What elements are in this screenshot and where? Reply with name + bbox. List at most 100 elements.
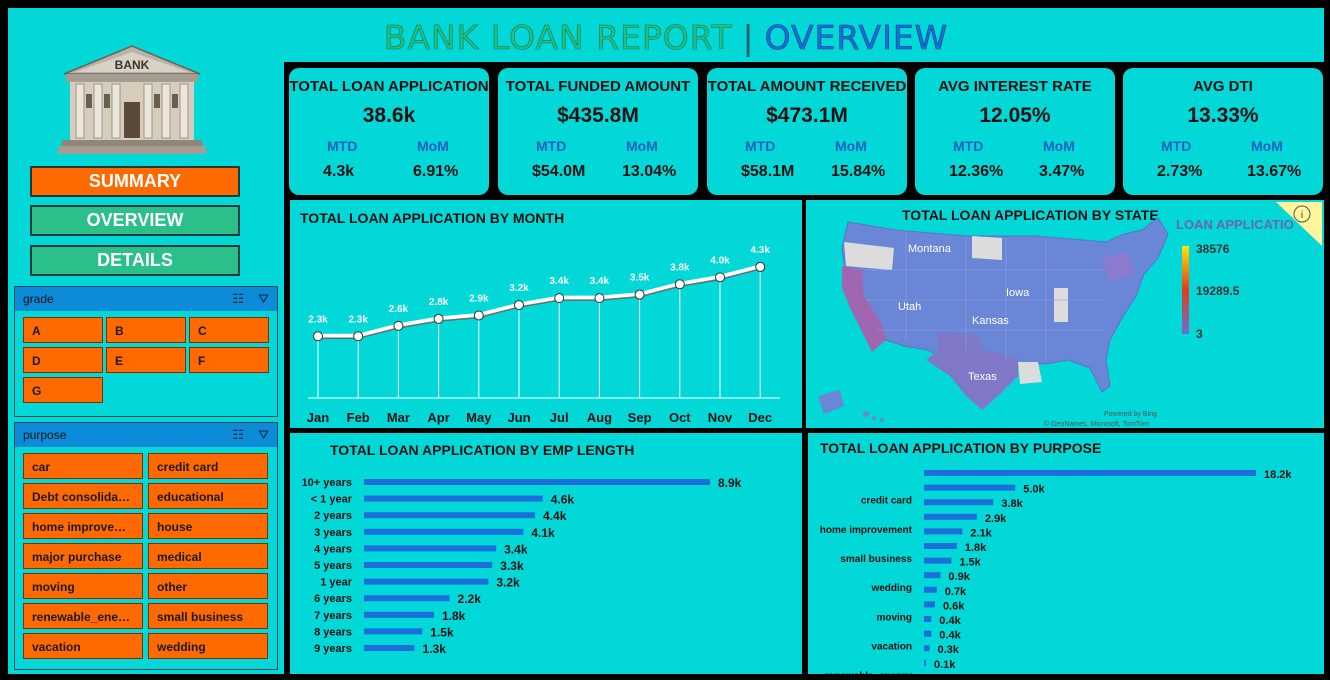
category-label: wedding — [870, 583, 912, 594]
kpi-mom-label: MoM — [417, 138, 449, 154]
purpose-chip[interactable]: credit card — [148, 453, 268, 479]
purpose-chip[interactable]: vacation — [23, 633, 143, 659]
data-label: 3.4k — [549, 276, 569, 287]
purpose-chip[interactable]: medical — [148, 543, 268, 569]
emp-length-bar-chart: 10+ years 8.9k < 1 year 4.6k 2 years 4.4k 3 ye… — [302, 476, 742, 656]
info-icon — [1293, 205, 1311, 223]
bar-value-label: 3.3k — [500, 559, 524, 573]
bar — [364, 645, 415, 651]
data-point — [634, 289, 645, 300]
grade-chip-b[interactable]: B — [106, 317, 186, 343]
kpi-value: 38.6k — [362, 104, 416, 127]
category-label: credit card — [861, 496, 912, 507]
bar — [364, 578, 489, 585]
month-tick-label: Feb — [347, 410, 370, 425]
grade-chip-e[interactable]: E — [106, 347, 186, 373]
title-separator: | — [742, 18, 755, 57]
data-point — [393, 320, 404, 331]
clear-filter-icon[interactable]: ⛛ — [258, 427, 269, 442]
month-tick-label: Jan — [307, 410, 329, 425]
map-credit: © GeoNames, Microsoft, TomTom — [1044, 420, 1149, 428]
clear-filter-icon[interactable]: ⛛ — [258, 291, 269, 306]
summary-button[interactable]: SUMMARY — [30, 166, 240, 197]
data-point — [433, 313, 444, 324]
bar-value-label: 3.4k — [504, 542, 528, 556]
kpi-card: TOTAL FUNDED AMOUNT $435.8M MTD MoM $54.0M 13… — [498, 68, 698, 195]
purpose-chip[interactable]: educational — [148, 483, 268, 509]
state-map-title: TOTAL LOAN APPLICATION BY STATE — [902, 207, 1159, 223]
bar-value-label: 1.5k — [959, 557, 981, 569]
usa-map: Montana Utah Iowa Kansas Texas LOAN APPL… — [818, 202, 1322, 428]
month-tick-label: Jun — [507, 410, 530, 425]
kpi-value: 13.33% — [1187, 104, 1259, 127]
kpi-mtd-label: MTD — [745, 138, 776, 154]
kpi-card: AVG INTEREST RATE 12.05% MTD MoM 12.36% 3.47% — [915, 68, 1115, 195]
data-point — [594, 293, 605, 304]
purpose-slicer: purpose ☷ ⛛ car credit card Debt consolida… — [14, 422, 278, 670]
kpi-mtd-label: MTD — [953, 138, 984, 154]
kpi-title: AVG DTI — [1193, 78, 1253, 95]
purpose-bar-chart: 18.2k credit card 5.0k3.8k home improvement… — [820, 469, 1293, 674]
category-label: vacation — [871, 642, 912, 653]
data-label: 4.3k — [750, 245, 770, 256]
data-point — [353, 331, 364, 342]
kpi-mom-value: 15.84% — [831, 163, 886, 180]
map-label-utah: Utah — [898, 301, 921, 313]
bar — [364, 495, 543, 502]
data-point — [755, 261, 766, 272]
sidebar: BANK SUMMARY OVERVIEW DETAILS grade ☷ ⛛ — [8, 45, 284, 674]
purpose-chip[interactable]: small business — [148, 603, 268, 629]
map-label-montana: Montana — [908, 243, 952, 255]
purpose-chip[interactable]: moving — [23, 573, 143, 599]
purpose-chip[interactable]: renewable_energy — [23, 603, 143, 629]
purpose-chip[interactable]: other — [148, 573, 268, 599]
kpi-mtd-value: 2.73% — [1157, 163, 1203, 180]
purpose-chip[interactable]: Debt consolidati... — [23, 483, 143, 509]
category-label: moving — [876, 612, 912, 623]
usa-mainland — [841, 217, 1169, 395]
map-label-texas: Texas — [968, 371, 997, 383]
overview-button[interactable]: OVERVIEW — [30, 205, 240, 236]
map-label-iowa: Iowa — [1006, 287, 1030, 299]
multi-select-icon[interactable]: ☷ — [232, 427, 245, 442]
data-label: 2.3k — [308, 314, 328, 325]
data-point — [674, 279, 685, 290]
kpi-title: TOTAL AMOUNT RECEIVED — [707, 78, 907, 95]
month-tick-label: May — [466, 410, 492, 425]
purpose-chip[interactable]: house — [148, 513, 268, 539]
data-label: 3.8k — [670, 262, 690, 273]
details-button[interactable]: DETAILS — [30, 245, 240, 276]
map-legend-min: 3 — [1196, 327, 1203, 341]
month-tick-label: Dec — [748, 410, 772, 425]
purpose-chip[interactable]: major purchase — [23, 543, 143, 569]
kpi-value: 12.05% — [979, 104, 1051, 127]
month-tick-label: Jul — [550, 410, 569, 425]
month-tick-label: Nov — [708, 410, 733, 425]
bar-value-label: 0.7k — [945, 586, 967, 598]
data-label: 3.5k — [630, 273, 650, 284]
grade-chip-d[interactable]: D — [23, 347, 103, 373]
bar — [364, 545, 497, 552]
category-label: 10+ years — [302, 477, 352, 489]
purpose-chip[interactable]: wedding — [148, 633, 268, 659]
data-label: 2.6k — [389, 304, 409, 315]
purpose-chip[interactable]: home improveme... — [23, 513, 143, 539]
multi-select-icon[interactable]: ☷ — [232, 291, 245, 306]
state-map-panel: TOTAL LOAN APPLICATION BY STATE — [806, 200, 1324, 428]
purpose-chip[interactable]: car — [23, 453, 143, 479]
bar-value-label: 0.1k — [934, 659, 956, 671]
bar — [924, 470, 1256, 476]
bar-value-label: 2.9k — [985, 513, 1007, 525]
kpi-mom-value: 6.91% — [413, 163, 459, 180]
bar-value-label: 4.6k — [551, 493, 575, 507]
data-label: 3.4k — [590, 276, 610, 287]
kpi-mom-label: MoM — [835, 138, 867, 154]
category-label: 8 years — [314, 626, 352, 638]
grade-chip-f[interactable]: F — [189, 347, 269, 373]
bar-value-label: 0.3k — [937, 644, 959, 656]
grade-chip-g[interactable]: G — [23, 377, 103, 403]
monthly-chart-panel: TOTAL LOAN APPLICATION BY MONTH 2.3k Jan 2… — [290, 200, 802, 428]
grade-chip-c[interactable]: C — [189, 317, 269, 343]
grade-chip-a[interactable]: A — [23, 317, 103, 343]
